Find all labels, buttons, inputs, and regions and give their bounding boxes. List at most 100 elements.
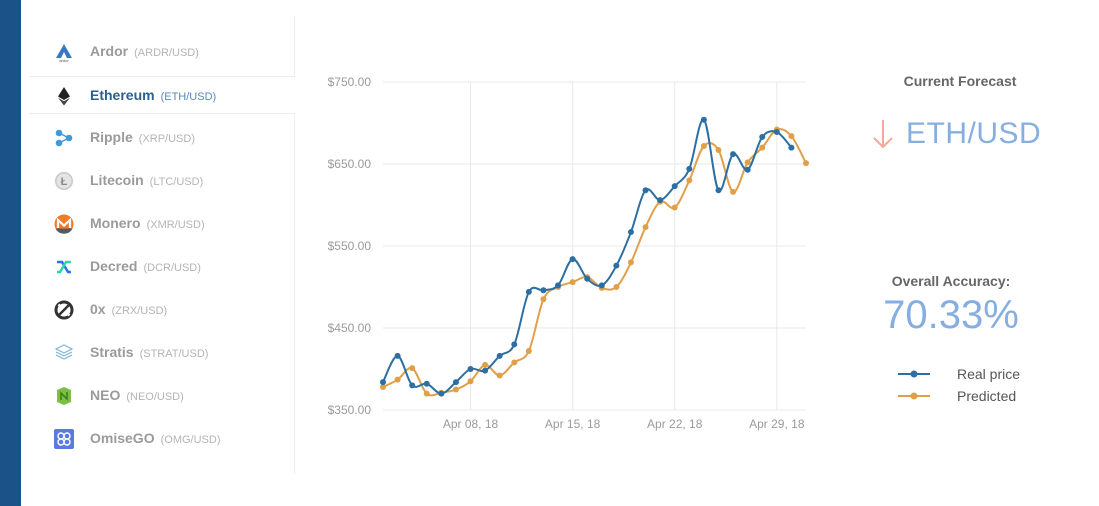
sidebar-item-omisego[interactable]: OmiseGO (OMG/USD) — [29, 420, 295, 458]
coin-name: OmiseGO — [90, 430, 155, 446]
coin-pair: (ETH/USD) — [160, 91, 217, 103]
sidebar-item-0x[interactable]: 0x (ZRX/USD) — [29, 291, 295, 329]
data-point-predicted — [423, 390, 430, 397]
data-point-real — [715, 187, 722, 194]
price-chart: $350.00 $450.00 $550.00 $650.00 $750.00 Apr 0… — [300, 60, 820, 440]
data-point-real — [642, 187, 649, 194]
data-point-real — [759, 133, 766, 140]
svg-text:Ł: Ł — [61, 176, 68, 188]
data-point-real — [584, 275, 591, 282]
coin-name: Ripple — [90, 129, 133, 145]
coin-pair: (LTC/USD) — [149, 176, 204, 188]
data-point-real — [686, 165, 693, 172]
coin-name: NEO — [90, 387, 121, 403]
coin-name: Ardor — [90, 43, 129, 59]
data-point-real — [657, 197, 664, 204]
sidebar-item-ardor[interactable]: ardor Ardor (ARDR/USD) — [29, 33, 295, 71]
coin-pair: (XRP/USD) — [138, 133, 196, 145]
x-tick-label: Apr 22, 18 — [647, 417, 703, 431]
data-point-real — [525, 288, 532, 295]
data-point-real — [569, 256, 576, 263]
data-point-real — [700, 116, 707, 123]
left-accent-bar — [0, 0, 21, 506]
data-point-real — [773, 129, 780, 136]
data-point-predicted — [482, 361, 489, 368]
ripple-icon — [54, 128, 74, 148]
coin-pair: (STRAT/USD) — [139, 348, 209, 360]
sidebar-item-neo[interactable]: NEO (NEO/USD) — [29, 377, 295, 415]
coin-name: Ethereum — [90, 87, 155, 103]
sidebar-item-litecoin[interactable]: Ł Litecoin (LTC/USD) — [29, 162, 295, 200]
data-point-real — [380, 379, 386, 386]
sidebar-item-label: Ardor (ARDR/USD) — [90, 43, 199, 59]
sidebar-item-label: Ripple (XRP/USD) — [90, 129, 195, 145]
sidebar-item-monero[interactable]: Monero (XMR/USD) — [29, 205, 295, 243]
data-point-real — [627, 229, 634, 236]
data-point-predicted — [525, 347, 532, 354]
coin-sidebar: ardor Ardor (ARDR/USD) Ethereum (ETH/USD) Rip… — [29, 16, 295, 474]
data-point-real — [467, 366, 474, 372]
sidebar-item-ethereum[interactable]: Ethereum (ETH/USD) — [29, 76, 295, 114]
y-tick-label: $550.00 — [328, 239, 372, 253]
data-point-predicted — [759, 144, 766, 151]
legend-line-real-icon — [898, 370, 930, 378]
sidebar-item-ripple[interactable]: Ripple (XRP/USD) — [29, 119, 295, 157]
data-point-real — [744, 166, 751, 173]
decred-icon — [54, 257, 74, 277]
data-point-real — [423, 380, 430, 387]
coin-name: Litecoin — [90, 172, 144, 188]
price-chart-svg: $350.00 $450.00 $550.00 $650.00 $750.00 Apr 0… — [328, 75, 809, 431]
sidebar-item-stratis[interactable]: Stratis (STRAT/USD) — [29, 334, 295, 372]
legend-item-real-price[interactable]: Real price — [898, 363, 1020, 385]
svg-text:ardor: ardor — [59, 58, 69, 62]
data-point-predicted — [744, 159, 751, 166]
sidebar-item-label: Monero (XMR/USD) — [90, 215, 205, 231]
series-line-predicted — [382, 127, 807, 397]
data-point-predicted — [671, 204, 678, 211]
legend-line-predicted-icon — [898, 392, 930, 400]
data-point-predicted — [613, 284, 620, 290]
sidebar-item-decred[interactable]: Decred (DCR/USD) — [29, 248, 295, 286]
data-point-real — [730, 151, 737, 158]
data-point-real — [788, 144, 795, 151]
data-point-predicted — [496, 372, 503, 379]
arrow-down-icon — [873, 120, 893, 149]
coin-name: 0x — [90, 301, 106, 317]
forecast-pair: ETH/USD — [870, 116, 1070, 152]
y-tick-label: $650.00 — [328, 157, 372, 171]
x-tick-label: Apr 29, 18 — [749, 417, 805, 431]
accuracy-value: 70.33% — [883, 293, 1019, 337]
data-point-real — [613, 262, 620, 269]
data-point-predicted — [540, 296, 547, 303]
data-point-real — [496, 352, 503, 359]
monero-icon — [54, 214, 74, 234]
legend-item-predicted[interactable]: Predicted — [898, 385, 1020, 407]
sidebar-item-label: Litecoin (LTC/USD) — [90, 172, 203, 188]
sidebar-item-label: OmiseGO (OMG/USD) — [90, 430, 220, 446]
sidebar-item-label: Stratis (STRAT/USD) — [90, 344, 208, 360]
data-point-predicted — [715, 147, 722, 154]
coin-pair: (ZRX/USD) — [111, 305, 168, 317]
coin-pair: (ARDR/USD) — [134, 47, 199, 59]
data-point-predicted — [642, 224, 649, 231]
zrx-icon — [54, 300, 74, 320]
sidebar-item-label: Decred (DCR/USD) — [90, 258, 201, 274]
coin-pair: (NEO/USD) — [126, 391, 184, 403]
data-point-predicted — [730, 188, 737, 195]
data-point-predicted — [409, 365, 416, 372]
x-tick-label: Apr 15, 18 — [545, 417, 601, 431]
ardor-icon: ardor — [54, 42, 74, 62]
data-point-real — [482, 367, 489, 374]
data-point-predicted — [686, 177, 693, 184]
accuracy-title: Overall Accuracy: — [891, 273, 1011, 289]
data-point-real — [540, 287, 547, 294]
stratis-icon — [54, 343, 74, 363]
coin-name: Decred — [90, 258, 138, 274]
litecoin-icon: Ł — [54, 171, 74, 191]
y-tick-label: $350.00 — [328, 403, 372, 417]
data-point-predicted — [394, 376, 401, 383]
data-point-real — [598, 282, 605, 289]
data-point-predicted — [467, 378, 474, 385]
data-point-real — [452, 379, 459, 386]
data-point-real — [394, 352, 401, 359]
